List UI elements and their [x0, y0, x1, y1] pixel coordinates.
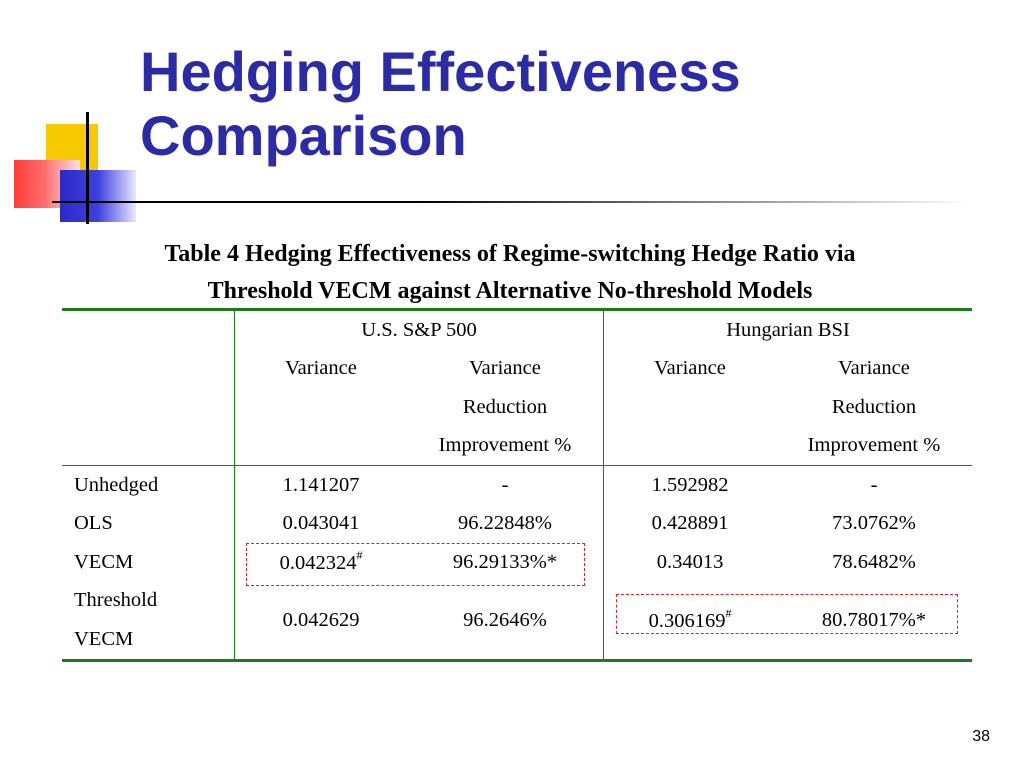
- cell-bsi-variance: 0.428891: [603, 504, 776, 543]
- header-sp-variance: Variance: [234, 349, 407, 388]
- cell-sp-vr: 96.22848%: [458, 512, 552, 535]
- cell-value: 0.306169: [648, 609, 726, 632]
- cell-sp-variance: 0.042629: [234, 581, 407, 662]
- header-bsi-vr-line-2: Reduction: [831, 395, 917, 418]
- cell-bsi-vr: -: [776, 465, 972, 505]
- cell-sp-vr: -: [407, 465, 604, 505]
- cell-sp-vr: 96.29133%*: [452, 550, 558, 573]
- cell-value: 0.042324: [279, 551, 357, 574]
- table-row: OLS 0.043041 96.22848% 0.428891 73.0762%: [62, 504, 972, 543]
- row-label-vecm: VECM: [74, 550, 134, 573]
- cell-bsi-vr: 73.0762%: [832, 512, 916, 535]
- cell-sp-variance: 1.141207: [234, 465, 407, 505]
- hash-mark: #: [725, 605, 732, 620]
- title-underline: [52, 201, 972, 203]
- header-bsi-vr-line-3: Improvement %: [807, 434, 941, 457]
- page-number: 38: [972, 728, 990, 745]
- cell-bsi-variance: 1.592982: [603, 465, 776, 505]
- decor-vertical-line: [86, 112, 89, 224]
- row-label-threshold-line-1: Threshold: [74, 589, 158, 612]
- table-row: Unhedged 1.141207 - 1.592982 -: [62, 465, 972, 505]
- highlight-box-sp500-vecm: [246, 543, 585, 586]
- header-bsi-variance: Variance: [603, 349, 776, 388]
- hash-mark: #: [356, 547, 363, 562]
- header-row-3: Improvement % Improvement %: [62, 426, 972, 466]
- header-sp-vr-line-3: Improvement %: [438, 434, 572, 457]
- row-label-ols: OLS: [74, 512, 113, 535]
- slide-title-line-2: Comparison: [140, 104, 467, 167]
- table-row: VECM 0.042324# 96.29133%* 0.34013 78.648…: [62, 543, 972, 582]
- header-bsi-vr-line-1: Variance: [838, 357, 910, 380]
- header-empty-cell: [62, 308, 235, 350]
- cell-sp-variance: 0.043041: [234, 504, 407, 543]
- header-sp-vr-line-1: Variance: [469, 357, 541, 380]
- row-label-unhedged: Unhedged: [62, 465, 235, 505]
- slide-title-line-1: Hedging Effectiveness: [140, 40, 741, 103]
- table-caption-line-1: Table 4 Hedging Effectiveness of Regime-…: [164, 241, 856, 267]
- header-group-sp500: U.S. S&P 500: [234, 308, 604, 350]
- slide-title: Hedging Effectiveness Comparison: [140, 40, 741, 168]
- cell-sp-vr: 96.2646%: [407, 581, 604, 662]
- table-caption-line-2: Threshold VECM against Alternative No-th…: [207, 278, 813, 304]
- cell-bsi-variance: 0.34013: [603, 543, 776, 582]
- cell-sp-variance: 0.042324#: [234, 543, 407, 582]
- header-row-1: Variance Variance Variance Variance: [62, 349, 972, 388]
- header-group-bsi: Hungarian BSI: [603, 308, 972, 350]
- header-sp-vr-line-2: Reduction: [462, 395, 548, 418]
- row-label-threshold-line-2: VECM: [62, 620, 235, 662]
- table-row-continuation: VECM: [62, 620, 972, 662]
- cell-bsi-vr: 78.6482%: [832, 550, 916, 573]
- table-caption: Table 4 Hedging Effectiveness of Regime-…: [40, 236, 980, 310]
- highlight-box-bsi-threshold: [616, 594, 958, 634]
- header-row-2: Reduction Reduction: [62, 388, 972, 427]
- decor-blue-square: [60, 170, 136, 222]
- header-row-groups: U.S. S&P 500 Hungarian BSI: [62, 308, 972, 350]
